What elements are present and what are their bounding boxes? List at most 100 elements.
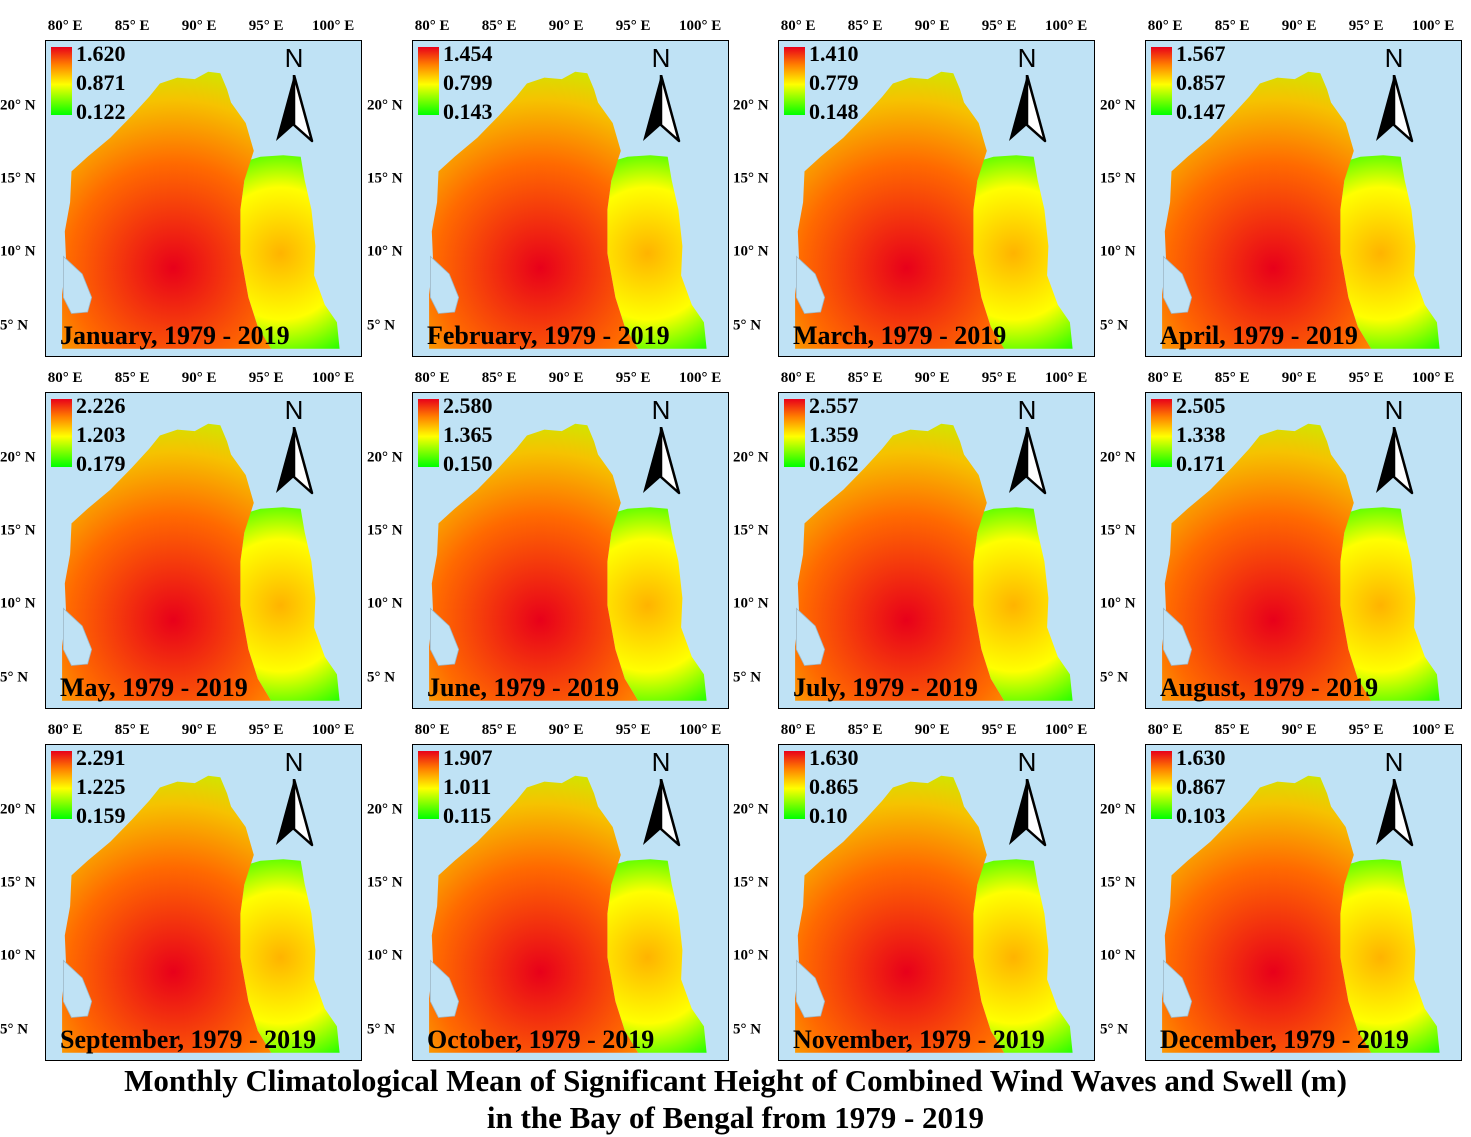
lat-tick-label: 10° N (1100, 947, 1136, 964)
north-arrow-label: N (1017, 43, 1037, 73)
legend-min-value: 0.179 (76, 451, 126, 476)
wave-height-map: 1.907 1.011 0.115 N October, 1979 - 2019 (412, 744, 729, 1061)
sri-lanka-landmass (429, 607, 460, 666)
lat-tick-label: 15° N (367, 170, 403, 187)
lat-tick-label: 15° N (733, 522, 769, 539)
legend-mid-value: 0.865 (809, 774, 859, 799)
map-panel: 80° E 85° E 90° E 95° E 100° E 20° N 15° N 10° … (1100, 352, 1468, 709)
legend-mid-value: 1.225 (76, 774, 126, 799)
lon-tick-label: 100° E (1412, 722, 1455, 738)
lon-tick-label: 80° E (47, 722, 83, 738)
andaman-sea-field (1340, 859, 1440, 1053)
legend-mid-value: 1.338 (1176, 422, 1226, 447)
wave-height-map: 2.557 1.359 0.162 N July, 1979 - 2019 (778, 392, 1095, 709)
lon-tick-label: 90° E (181, 18, 217, 34)
sri-lanka-landmass (62, 255, 93, 314)
north-arrow-shape (643, 779, 681, 847)
legend-mid-value: 1.359 (809, 422, 859, 447)
sri-lanka-landmass (795, 607, 826, 666)
lon-tick-label: 95° E (248, 722, 284, 738)
legend-min-value: 0.162 (809, 451, 859, 476)
legend-max-value: 1.630 (1176, 745, 1226, 770)
wave-height-field (795, 423, 1073, 701)
map-panel: 80° E 85° E 90° E 95° E 100° E 20° N 15° N 10° … (367, 0, 735, 357)
lat-tick-label: 20° N (1100, 449, 1136, 466)
sri-lanka-landmass (62, 959, 93, 1018)
lat-tick-label: 15° N (1100, 874, 1136, 891)
lon-tick-label: 90° E (914, 722, 950, 738)
color-legend-bar (51, 399, 72, 467)
lon-tick-label: 80° E (47, 370, 83, 386)
andaman-sea-field (607, 507, 707, 701)
lat-tick-label: 5° N (733, 1021, 762, 1038)
month-label: October, 1979 - 2019 (427, 1025, 655, 1054)
month-label: April, 1979 - 2019 (1160, 321, 1358, 350)
lon-tick-label: 90° E (1281, 18, 1317, 34)
figure-title: Monthly Climatological Mean of Significa… (0, 1062, 1471, 1136)
map-panel: 80° E 85° E 90° E 95° E 100° E 20° N 15° N 10° … (1100, 0, 1468, 357)
lon-tick-label: 80° E (1147, 370, 1183, 386)
lat-tick-label: 5° N (0, 317, 29, 334)
lon-tick-label: 100° E (679, 722, 722, 738)
wave-height-map: 2.580 1.365 0.150 N June, 1979 - 2019 (412, 392, 729, 709)
lon-tick-label: 100° E (312, 722, 355, 738)
legend-mid-value: 1.203 (76, 422, 126, 447)
lon-tick-label: 100° E (1045, 370, 1088, 386)
north-arrow-shape (1376, 75, 1414, 143)
north-arrow-label: N (284, 747, 304, 777)
lon-tick-label: 90° E (548, 722, 584, 738)
wave-height-field (429, 423, 707, 701)
color-legend-bar (784, 47, 805, 115)
north-arrow-icon: N (1372, 397, 1416, 497)
north-arrow-icon: N (1005, 45, 1049, 145)
lon-tick-label: 85° E (847, 18, 883, 34)
lon-tick-label: 95° E (1348, 722, 1384, 738)
legend-mid-value: 0.779 (809, 70, 859, 95)
lon-tick-label: 95° E (981, 722, 1017, 738)
month-label: February, 1979 - 2019 (427, 321, 670, 350)
lat-tick-label: 10° N (1100, 595, 1136, 612)
lon-tick-label: 80° E (1147, 722, 1183, 738)
lon-tick-label: 85° E (481, 18, 517, 34)
lat-tick-label: 15° N (0, 874, 36, 891)
north-arrow-shape (1009, 427, 1047, 495)
lon-tick-label: 85° E (114, 18, 150, 34)
figure-title-line-1: Monthly Climatological Mean of Significa… (124, 1063, 1347, 1098)
color-legend-bar (418, 399, 439, 467)
bay-of-bengal-field (1162, 71, 1372, 349)
lon-tick-label: 95° E (615, 370, 651, 386)
legend-max-value: 1.630 (809, 745, 859, 770)
north-arrow-icon: N (1372, 45, 1416, 145)
north-arrow-label: N (1017, 747, 1037, 777)
north-arrow-label: N (1384, 747, 1404, 777)
lon-tick-label: 80° E (47, 18, 83, 34)
north-arrow-shape (276, 75, 314, 143)
sri-lanka-landmass (1162, 607, 1193, 666)
lon-tick-label: 85° E (114, 370, 150, 386)
lat-tick-label: 20° N (367, 97, 403, 114)
legend-min-value: 0.159 (76, 803, 126, 828)
lat-tick-label: 5° N (733, 317, 762, 334)
month-label: November, 1979 - 2019 (793, 1025, 1045, 1054)
month-label: June, 1979 - 2019 (427, 673, 620, 702)
andaman-sea-field (973, 155, 1073, 349)
north-arrow-icon: N (272, 749, 316, 849)
sri-lanka-landmass (62, 607, 93, 666)
north-arrow-shape (1009, 779, 1047, 847)
lat-tick-label: 10° N (733, 243, 769, 260)
lat-tick-label: 5° N (367, 317, 396, 334)
lon-tick-label: 90° E (548, 370, 584, 386)
month-label: July, 1979 - 2019 (793, 673, 978, 702)
lat-tick-label: 15° N (733, 874, 769, 891)
figure-title-line-2: in the Bay of Bengal from 1979 - 2019 (486, 1100, 985, 1135)
wave-height-map: 2.291 1.225 0.159 N September, 1979 - 2019 (45, 744, 362, 1061)
color-legend-bar (784, 751, 805, 819)
legend-max-value: 1.410 (809, 41, 859, 66)
legend-mid-value: 0.857 (1176, 70, 1226, 95)
andaman-sea-field (607, 155, 707, 349)
lon-tick-label: 90° E (181, 722, 217, 738)
map-panel: 80° E 85° E 90° E 95° E 100° E 20° N 15° N 10° … (0, 0, 368, 357)
north-arrow-label: N (651, 747, 671, 777)
sri-lanka-landmass (795, 959, 826, 1018)
map-panel: 80° E 85° E 90° E 95° E 100° E 20° N 15° N 10° … (367, 704, 735, 1061)
